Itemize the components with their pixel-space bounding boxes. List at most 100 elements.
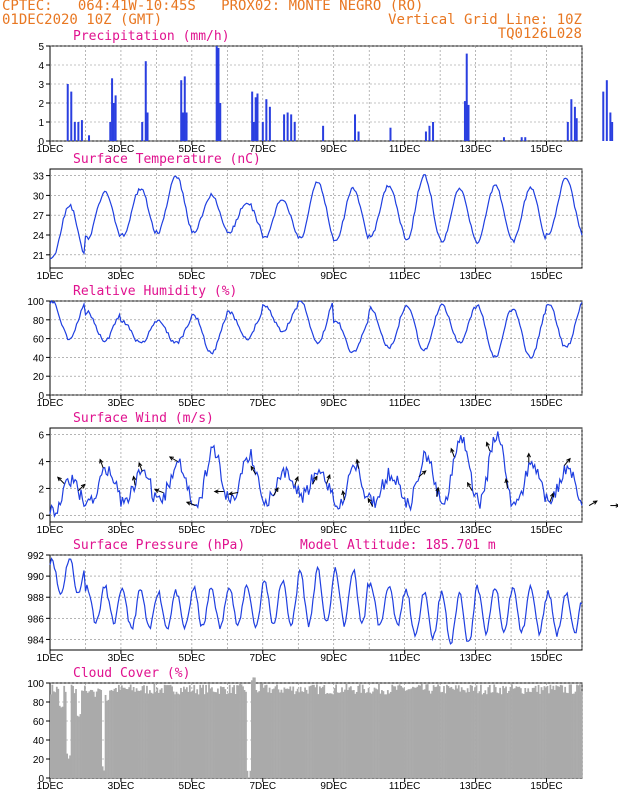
cloud-bar (214, 692, 216, 778)
y-tick-label: 40 (33, 353, 45, 364)
cloud-bar (389, 691, 392, 778)
x-tick-label: 13DEC (459, 398, 491, 409)
precip-bar (144, 61, 147, 142)
model-altitude-label: Model Altitude: 185.701 m (300, 538, 496, 553)
cloud-bar (438, 686, 441, 778)
cloud-bar (416, 686, 419, 778)
cloud-bar (491, 692, 494, 778)
cloud-bar (258, 691, 261, 778)
cloud-bar (172, 691, 175, 778)
x-tick-label: 1DEC (37, 781, 64, 792)
header-model-id: TQ0126L028 (497, 26, 582, 42)
cloud-bar (259, 684, 262, 778)
precip-bar (424, 131, 427, 141)
cloud-bar (460, 687, 463, 778)
series-line-wind (49, 431, 583, 518)
wind-arrow (57, 476, 65, 484)
cloud-bar (109, 690, 111, 778)
cloud-bar (530, 692, 533, 778)
cloud-bar (187, 691, 190, 778)
cloud-bar (140, 690, 142, 778)
cloud-bar (128, 687, 131, 778)
cloud-bar (441, 691, 444, 778)
cloud-bar (83, 685, 86, 778)
cloud-bar (456, 688, 459, 778)
x-tick-label: 11DEC (389, 525, 421, 536)
x-tick-label: 15DEC (530, 398, 562, 409)
precip-bar (575, 118, 578, 141)
cloud-bar (216, 688, 219, 778)
cloud-bar (261, 684, 264, 778)
wind-arrow-head (592, 500, 598, 505)
cloud-bar (403, 688, 405, 778)
cloud-bar (338, 693, 340, 778)
cloud-bar (246, 770, 249, 778)
cloud-bar (546, 685, 549, 778)
y-tick-label: 0 (38, 511, 44, 522)
header-line1: CPTEC: 064:41W-10:45S PROX02: MONTE NEGR… (2, 0, 424, 14)
cloud-bar (450, 686, 453, 778)
cloud-bar (211, 687, 213, 778)
wind-arrow (133, 476, 136, 486)
wind-arrow-head (99, 458, 104, 464)
cloud-bar (219, 686, 222, 778)
cloud-bar (168, 685, 170, 778)
cloud-bar (222, 686, 225, 778)
cloud-bar (143, 685, 145, 778)
cloud-bar (52, 691, 55, 778)
cloud-bar (397, 685, 400, 778)
cloud-bar (135, 688, 138, 778)
wind-arrow-head (435, 486, 440, 492)
cloud-bar (151, 693, 154, 778)
cloud-bar (386, 690, 389, 778)
cloud-bar (480, 684, 482, 778)
cloud-bar (341, 687, 343, 778)
wind-arrow (505, 479, 509, 489)
y-tick-label: 988 (27, 593, 44, 604)
cloud-bar (559, 684, 562, 778)
x-tick-label: 13DEC (459, 271, 491, 282)
cloud-bar (116, 691, 119, 778)
cloud-bar (524, 687, 527, 778)
cloud-bar (344, 689, 346, 778)
wind-arrow (294, 476, 299, 486)
panel-title-wind: Surface Wind (m/s) (73, 411, 214, 426)
cloud-bar (361, 684, 364, 778)
cloud-bar (276, 684, 278, 778)
y-tick-label: 1 (38, 118, 44, 129)
cloud-bar (404, 690, 407, 778)
cloud-bar (60, 707, 63, 778)
header-grid-note: Vertical Grid Line: 10Z (388, 12, 582, 28)
cloud-bar (153, 683, 156, 778)
cloud-bar (562, 692, 565, 778)
cloud-bar (395, 689, 398, 778)
cloud-bar (318, 686, 321, 778)
cloud-bar (496, 692, 499, 778)
cloud-bar (236, 685, 238, 778)
x-tick-label: 15DEC (530, 271, 562, 282)
wind-arrow (418, 470, 427, 478)
wind-arrow (563, 458, 571, 466)
cloud-bar (369, 692, 371, 778)
cloud-bar (129, 684, 132, 778)
cloud-bar (274, 686, 277, 778)
cloud-bar (345, 684, 348, 778)
cloud-bar (282, 692, 284, 778)
panel-frame-precip (49, 45, 583, 142)
cloud-bar (268, 687, 271, 778)
cloud-bar (484, 690, 487, 778)
cloud-bar (459, 691, 462, 778)
cloud-bar (98, 689, 101, 778)
cloud-bar (357, 685, 360, 778)
cloud-bar (175, 691, 178, 778)
cloud-bar (573, 693, 575, 778)
cloud-bar (97, 688, 100, 778)
cloud-bar (500, 694, 503, 778)
precip-bar (180, 80, 183, 141)
precip-bar (524, 137, 527, 141)
wind-arrow-head (294, 476, 299, 482)
cloud-bar (160, 688, 163, 778)
precip-bar (112, 103, 115, 141)
wind-arrow (326, 474, 331, 484)
x-tick-label: 7DEC (249, 525, 276, 536)
